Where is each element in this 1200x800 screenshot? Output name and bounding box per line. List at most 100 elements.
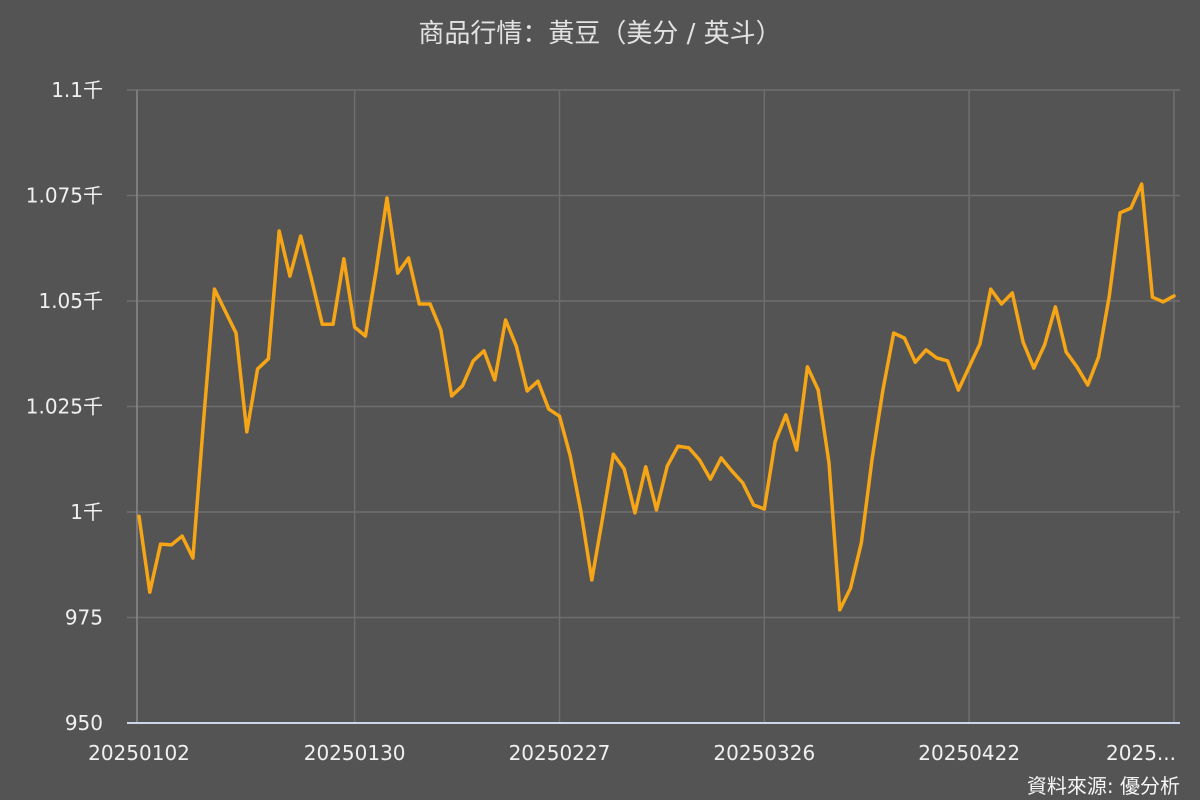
data-point [471,359,475,363]
data-point [784,413,788,417]
data-point [935,356,939,360]
data-point [288,274,292,278]
data-point [644,465,648,469]
data-point [493,378,497,382]
data-point [363,334,368,338]
data-point [536,379,540,383]
data-point [687,446,691,450]
data-point [406,256,411,260]
data-point [1140,182,1144,186]
x-tick-label: 20250422 [918,741,1020,765]
x-tick-label: 2025... [1106,741,1176,765]
data-point [762,507,766,511]
data-point [751,503,756,507]
data-point [137,514,141,518]
data-point [460,384,465,388]
data-point [924,348,928,352]
y-tick-label: 1千 [70,500,103,524]
data-point [277,229,281,233]
data-point [1129,206,1133,210]
data-point [1043,343,1047,347]
data-point [956,388,960,392]
data-point [999,302,1004,306]
data-point [579,510,583,514]
data-point [439,328,443,332]
data-point [816,388,820,392]
data-point [169,543,173,547]
data-point [309,277,314,281]
data-point [255,367,260,371]
data-point [611,452,615,456]
data-point [342,257,346,261]
data-point [266,357,270,361]
data-point [1150,295,1155,299]
data-point [1032,366,1036,370]
data-point [191,556,195,560]
y-tick-label: 1.025千 [26,395,103,419]
data-point [708,477,713,481]
data-point [514,344,518,348]
data-point [741,481,745,485]
data-point [848,586,853,590]
data-point [234,331,238,335]
data-point [1086,383,1090,387]
data-point [654,508,659,512]
data-point [158,542,163,546]
grid-lines [137,89,1180,723]
data-point [892,331,896,335]
data-point [180,534,184,538]
data-point [978,342,982,346]
data-point [1161,300,1165,304]
data-point [212,287,217,291]
data-point [417,302,421,306]
data-point [299,234,303,238]
data-point [838,608,842,612]
data-point [590,578,594,582]
x-tick-label: 20250102 [88,741,190,765]
data-point [1075,365,1079,369]
data-point [902,336,907,340]
source-credit: 資料來源: 優分析 [1027,774,1180,798]
data-point [1053,305,1058,309]
data-point [374,268,378,272]
data-point [450,394,454,398]
data-point [676,444,680,448]
data-point [665,464,669,468]
data-point [989,287,993,291]
data-point [633,511,637,515]
data-point [805,365,810,369]
data-point [600,516,605,520]
data-point [320,322,324,326]
data-point [331,322,335,326]
data-point [967,365,971,369]
data-point [353,325,357,329]
data-point [557,414,562,418]
data-point [202,417,206,421]
y-tick-label: 1.1千 [51,78,103,102]
y-axis-labels: 950 975 1千 1.025千 1.05千 1.075千 1.1千 [26,78,103,735]
data-point [1021,340,1025,344]
data-point [1010,291,1014,295]
data-point [827,461,831,465]
data-point [223,309,227,313]
data-point [870,457,874,461]
y-tick-label: 975 [65,606,103,630]
data-point [245,430,249,434]
x-axis-labels: 20250102 20250130 20250227 20250326 20250422… [88,741,1176,765]
axes [127,89,1180,724]
data-point [913,360,917,364]
data-point [503,318,508,322]
data-point [568,454,572,458]
chart-title: 商品行情：黃豆（美分 / 英斗） [418,19,781,49]
series-group [137,182,1176,612]
y-tick-label: 1.05千 [38,289,103,313]
data-point [482,349,486,353]
data-point [1172,294,1176,298]
data-point [396,271,400,275]
data-point [1118,211,1122,215]
data-point [385,196,389,200]
x-tick-label: 20250227 [509,741,611,765]
data-point [1064,350,1068,354]
data-point [881,388,885,392]
